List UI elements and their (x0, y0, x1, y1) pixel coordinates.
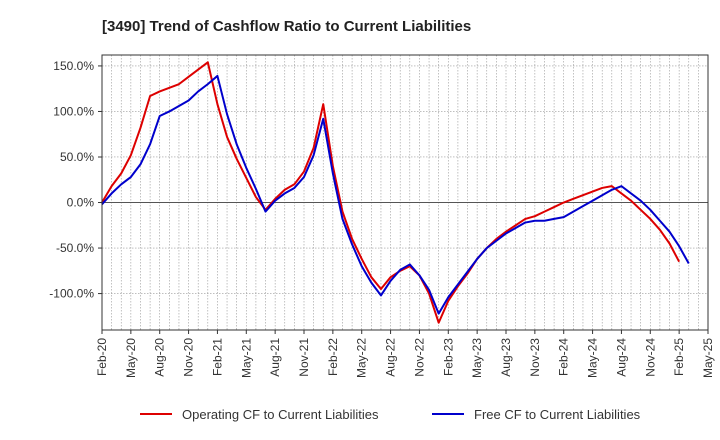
x-tick-label: Feb-21 (210, 338, 224, 376)
x-tick-label: May-25 (701, 338, 715, 378)
x-tick-label: Aug-20 (153, 338, 167, 377)
x-tick-label: Nov-23 (528, 338, 542, 377)
x-tick-label: Nov-22 (412, 338, 426, 377)
x-tick-label: May-21 (239, 338, 253, 378)
x-tick-label: Aug-24 (614, 338, 628, 377)
series-line-operating-cf (101, 61, 681, 324)
x-tick-label: Aug-23 (499, 338, 513, 377)
x-tick-label: Feb-25 (672, 338, 686, 376)
chart-title: [3490] Trend of Cashflow Ratio to Curren… (102, 18, 471, 35)
x-tick-label: May-22 (355, 338, 369, 378)
y-tick-label: 0.0% (67, 196, 95, 210)
x-tick-label: Feb-22 (326, 338, 340, 376)
series-layer (101, 61, 690, 324)
plot-frame (101, 54, 709, 331)
x-tick-label: Aug-22 (384, 338, 398, 377)
x-tick-label: May-23 (470, 338, 484, 378)
y-axis: 150.0% 100.0% 50.0% 0.0% -50.0% -100.0% (49, 59, 102, 301)
legend-label-operating-cf: Operating CF to Current Liabilities (182, 407, 379, 422)
y-tick-label: 100.0% (53, 104, 94, 118)
x-tick-label: Nov-24 (643, 338, 657, 377)
x-axis: Feb-20 May-20 Aug-20 Nov-20 Feb-21 May-21 Aug-… (95, 330, 715, 378)
series-line-free-cf (101, 74, 690, 315)
x-tick-label: May-24 (586, 338, 600, 378)
x-tick-label: Nov-20 (182, 338, 196, 377)
y-tick-label: -50.0% (56, 241, 94, 255)
legend-label-free-cf: Free CF to Current Liabilities (474, 407, 641, 422)
grid (101, 55, 709, 330)
x-tick-label: Feb-23 (441, 338, 455, 376)
x-tick-label: Nov-21 (297, 338, 311, 377)
x-tick-label: Aug-21 (268, 338, 282, 377)
legend: Operating CF to Current Liabilities Free… (140, 407, 641, 422)
y-tick-label: 150.0% (53, 59, 94, 73)
x-tick-label: May-20 (124, 338, 138, 378)
y-tick-label: -100.0% (49, 287, 94, 301)
y-tick-label: 50.0% (60, 150, 94, 164)
x-tick-label: Feb-24 (557, 338, 571, 376)
x-tick-label: Feb-20 (95, 338, 109, 376)
